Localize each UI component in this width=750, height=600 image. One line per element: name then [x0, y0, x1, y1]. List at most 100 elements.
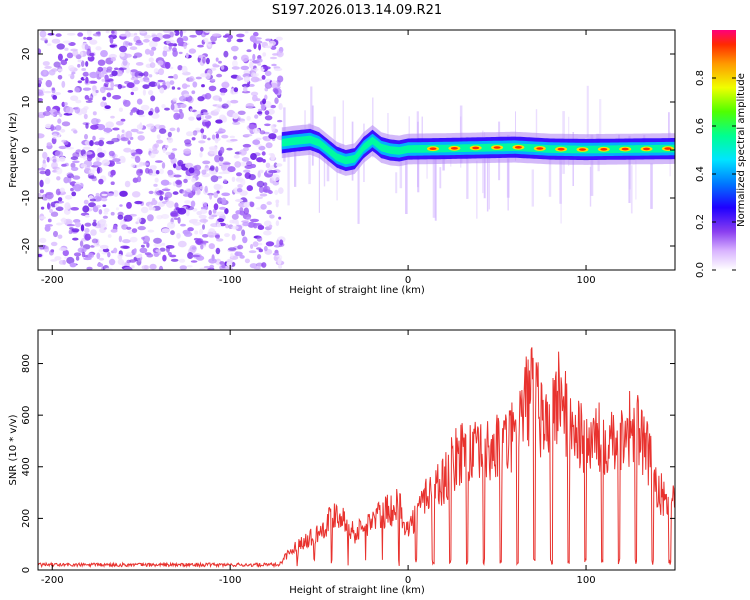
noise-speckle — [224, 233, 230, 238]
noise-speckle — [39, 189, 45, 194]
noise-speckle — [215, 247, 221, 255]
noise-speckle — [136, 217, 142, 223]
noise-speckle — [68, 65, 75, 71]
noise-speckle — [136, 98, 143, 105]
noise-speckle — [111, 30, 115, 34]
noise-speckle — [264, 101, 272, 108]
noise-speckle — [62, 40, 72, 44]
spectrogram-y-label: Frequency (Hz) — [8, 112, 19, 188]
noise-speckle — [80, 60, 85, 67]
noise-speckle — [106, 140, 115, 145]
noise-speckle — [130, 69, 138, 73]
noise-speckle — [278, 187, 284, 195]
noise-speckle — [131, 265, 135, 269]
noise-speckle — [40, 37, 48, 41]
noise-speckle — [64, 47, 69, 51]
noise-speckle — [118, 155, 126, 163]
noise-speckle — [47, 202, 50, 210]
noise-speckle — [232, 60, 238, 68]
noise-speckle — [80, 163, 88, 168]
noise-speckle — [199, 185, 205, 190]
noise-speckle — [155, 170, 160, 175]
faint-streak — [535, 109, 538, 139]
noise-speckle — [252, 241, 259, 247]
noise-speckle — [184, 162, 194, 168]
noise-speckle — [249, 201, 255, 208]
noise-speckle — [148, 81, 158, 87]
ridge-hotspot-core — [557, 147, 565, 151]
noise-speckle — [64, 58, 69, 61]
noise-speckle — [41, 163, 47, 168]
noise-speckle — [50, 241, 58, 247]
noise-speckle — [219, 261, 225, 265]
noise-speckle — [240, 65, 250, 71]
noise-speckle — [231, 233, 236, 241]
noise-speckle — [97, 263, 104, 267]
faint-streak — [483, 145, 486, 199]
noise-speckle — [213, 183, 222, 191]
noise-speckle — [213, 191, 219, 198]
noise-speckle — [202, 111, 209, 116]
noise-speckle — [167, 75, 175, 79]
noise-speckle — [222, 162, 231, 165]
noise-speckle — [129, 236, 138, 243]
noise-speckle — [89, 39, 98, 45]
ridge-hotspot-core — [493, 146, 501, 149]
noise-speckle — [38, 253, 43, 258]
noise-speckle — [170, 230, 175, 236]
noise-speckle — [199, 152, 203, 158]
noise-speckle — [123, 266, 133, 270]
noise-speckle — [105, 87, 114, 91]
noise-speckle — [136, 108, 140, 115]
noise-speckle — [236, 188, 243, 193]
noise-speckle — [83, 36, 87, 40]
noise-speckle — [235, 176, 244, 183]
noise-speckle — [241, 83, 250, 88]
noise-speckle — [56, 176, 61, 181]
noise-speckle — [134, 154, 142, 157]
noise-speckle — [242, 73, 251, 78]
noise-speckle — [121, 129, 125, 133]
noise-speckle — [189, 34, 198, 38]
noise-speckle — [183, 42, 187, 50]
noise-speckle — [190, 260, 198, 263]
noise-speckle — [154, 81, 160, 87]
noise-speckle — [146, 242, 150, 248]
faint-streak — [294, 138, 297, 187]
ridge-hotspot-core — [600, 148, 608, 151]
noise-speckle — [83, 146, 91, 150]
noise-speckle — [161, 104, 166, 109]
noise-speckle — [106, 69, 112, 73]
noise-speckle — [82, 205, 90, 213]
noise-speckle — [221, 134, 229, 139]
noise-speckle — [106, 92, 112, 98]
noise-speckle — [172, 191, 179, 195]
noise-speckle — [184, 139, 192, 145]
noise-speckle — [104, 74, 109, 81]
noise-speckle — [49, 250, 54, 256]
noise-speckle — [276, 239, 280, 247]
noise-speckle — [269, 214, 275, 219]
noise-speckle — [110, 57, 117, 62]
noise-speckle — [117, 84, 123, 90]
noise-speckle — [222, 35, 229, 38]
colorbar-tick-label: 0.8 — [695, 70, 706, 86]
noise-speckle — [86, 266, 93, 270]
noise-speckle — [190, 173, 197, 177]
noise-speckle — [202, 118, 209, 123]
noise-speckle — [85, 100, 93, 103]
noise-speckle — [44, 225, 51, 232]
noise-speckle — [119, 204, 123, 207]
noise-speckle — [171, 86, 176, 90]
noise-speckle — [83, 257, 92, 261]
noise-speckle — [200, 146, 204, 152]
noise-speckle — [276, 50, 284, 58]
noise-speckle — [144, 252, 152, 256]
noise-speckle — [177, 159, 184, 167]
noise-speckle — [98, 178, 104, 185]
faint-streak — [287, 149, 290, 206]
noise-speckle — [250, 91, 259, 97]
noise-speckle — [213, 108, 221, 113]
noise-speckle — [57, 53, 63, 61]
noise-speckle — [75, 256, 80, 261]
